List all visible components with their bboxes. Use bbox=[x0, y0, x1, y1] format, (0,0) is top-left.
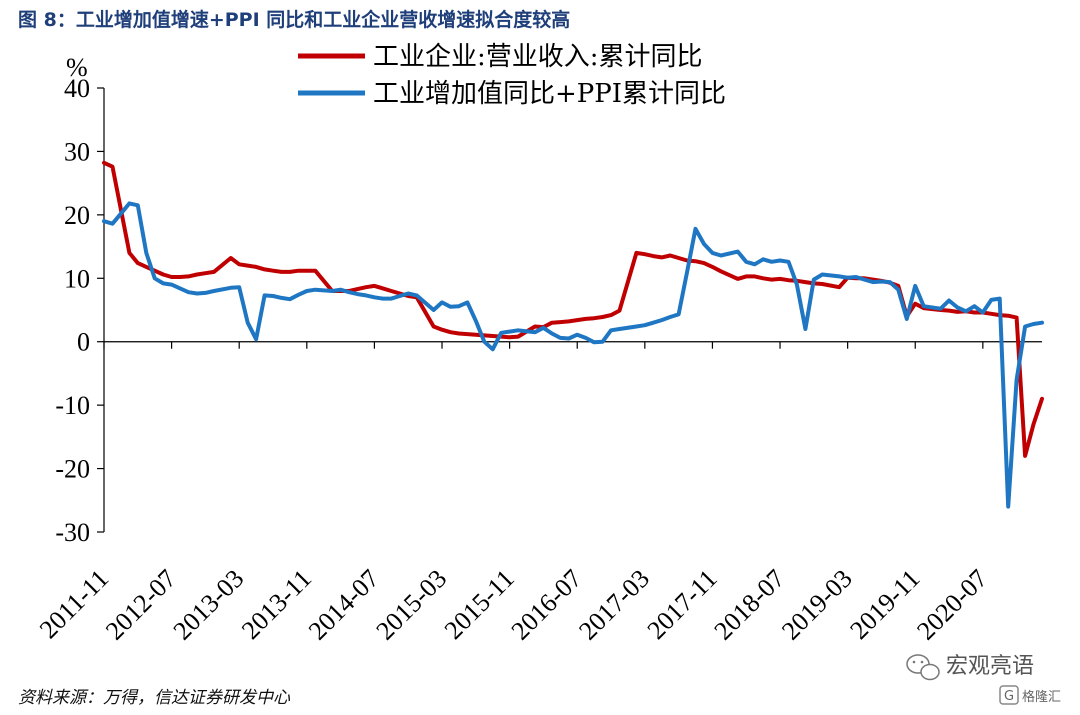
y-tick-label: -10 bbox=[55, 391, 90, 420]
x-tick-label: 2015-03 bbox=[370, 564, 452, 646]
x-tick-label: 2018-07 bbox=[708, 564, 790, 646]
x-tick-label: 2012-07 bbox=[100, 564, 182, 646]
y-tick-label: 0 bbox=[77, 328, 90, 357]
legend-label-1: 工业增加值同比+PPI累计同比 bbox=[373, 79, 726, 109]
glh-logo-icon: G bbox=[999, 685, 1019, 705]
series-layer bbox=[102, 160, 1044, 509]
wechat-icon bbox=[906, 654, 940, 681]
x-tick-label: 2019-11 bbox=[844, 564, 925, 645]
y-tick-label: -30 bbox=[55, 518, 90, 547]
y-axis: 40 30 20 10 0 -10 -20 -30 bbox=[55, 74, 104, 547]
watermark-logo-text: 格隆汇 bbox=[1022, 689, 1061, 705]
x-tick-label: 2015-11 bbox=[439, 564, 520, 645]
legend: 工业企业:营业收入:累计同比 工业增加值同比+PPI累计同比 bbox=[298, 42, 726, 109]
x-tick-label: 2017-03 bbox=[573, 564, 655, 646]
x-tick-label: 2011-11 bbox=[34, 564, 114, 644]
x-tick-label: 2019-03 bbox=[776, 564, 858, 646]
y-tick-label: 10 bbox=[64, 264, 90, 293]
y-axis-unit-label: % bbox=[66, 53, 88, 82]
y-tick-label: 30 bbox=[64, 137, 90, 166]
y-tick-label: 20 bbox=[64, 201, 90, 230]
x-tick-label: 2020-07 bbox=[911, 564, 993, 646]
x-axis: 2011-112012-072013-032013-112014-072015-… bbox=[34, 341, 993, 646]
y-tick-label: -20 bbox=[55, 455, 90, 484]
legend-label-0: 工业企业:营业收入:累计同比 bbox=[373, 42, 703, 72]
x-tick-label: 2013-03 bbox=[168, 564, 250, 646]
x-tick-label: 2016-07 bbox=[506, 564, 588, 646]
y-tick-label: 40 bbox=[64, 74, 90, 103]
source-note: 资料来源：万得，信达证券研发中心 bbox=[18, 688, 291, 708]
svg-text:G: G bbox=[1004, 689, 1014, 704]
x-tick-label: 2013-11 bbox=[236, 564, 317, 645]
x-tick-label: 2017-11 bbox=[642, 564, 723, 645]
watermark: 宏观亮语 G 格隆汇 bbox=[906, 654, 1061, 705]
x-tick-label: 2014-07 bbox=[303, 564, 385, 646]
series-line-1 bbox=[102, 201, 1044, 509]
figure-title: 图 8：工业增加值增速+PPI 同比和工业企业营收增速拟合度较高 bbox=[18, 8, 570, 31]
watermark-brand: 宏观亮语 bbox=[946, 654, 1034, 679]
